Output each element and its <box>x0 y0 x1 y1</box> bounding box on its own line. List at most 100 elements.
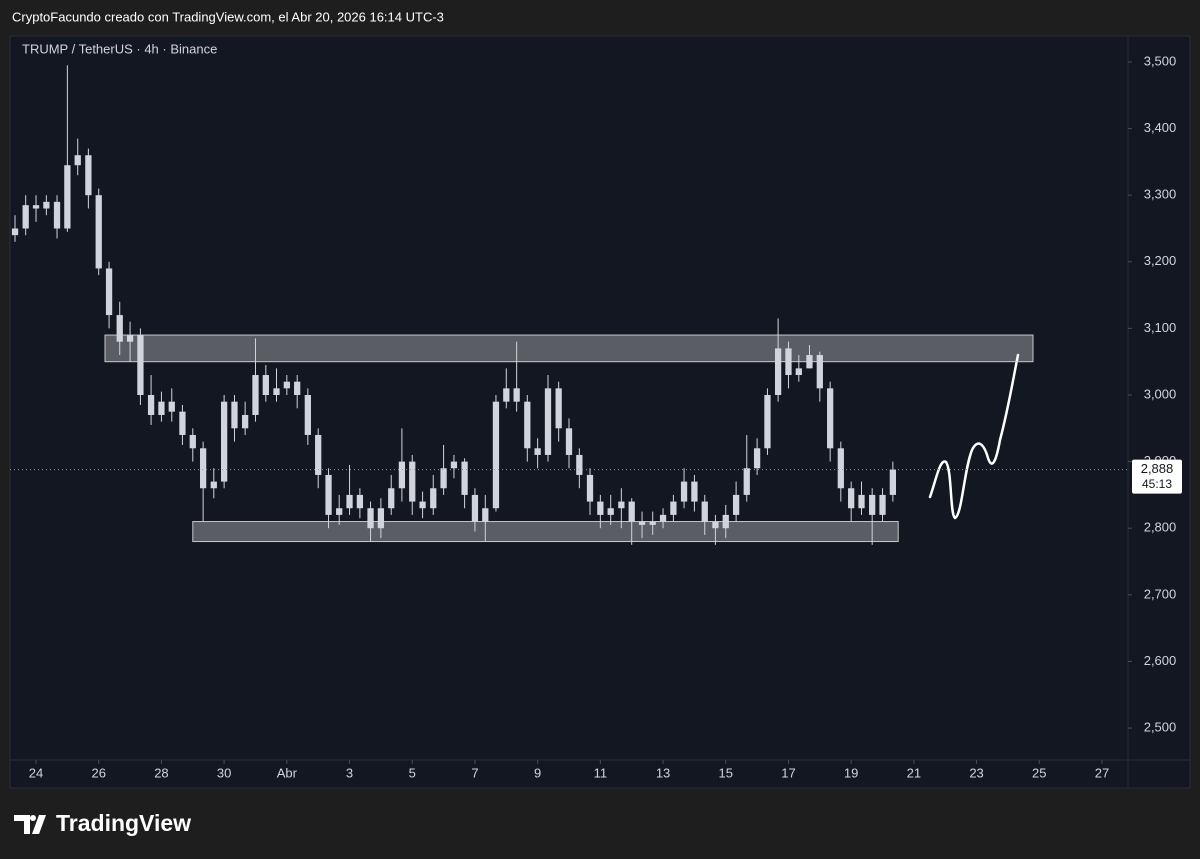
x-tick-label: 7 <box>471 765 478 780</box>
candle-body <box>95 195 102 269</box>
x-tick-label: 23 <box>969 765 983 780</box>
y-tick-label: 3,500 <box>1144 53 1177 68</box>
candle-body <box>168 401 175 412</box>
candle-body <box>74 155 81 166</box>
candle-body <box>242 414 249 429</box>
header-text: CryptoFacundo creado con TradingView.com… <box>12 9 444 24</box>
candle-body <box>607 508 614 515</box>
projection-drawing <box>928 353 1020 520</box>
x-tick-label: Abr <box>277 765 298 780</box>
zone <box>192 521 899 543</box>
x-tick-label: 13 <box>656 765 670 780</box>
candle-body <box>806 355 813 369</box>
candle-body <box>753 448 761 469</box>
candle-body <box>524 401 531 449</box>
candle-body <box>503 388 510 402</box>
candle-body <box>879 494 886 515</box>
candle-body <box>43 201 50 209</box>
candle-body <box>377 508 385 529</box>
candle-body <box>64 165 71 229</box>
candle-body <box>53 201 61 229</box>
logo-mark <box>14 815 46 834</box>
candle-body <box>32 205 40 209</box>
candle-body <box>440 468 447 489</box>
candle-body <box>158 401 165 415</box>
candle-body <box>544 388 552 455</box>
candle-body <box>11 228 19 236</box>
x-tick-label: 24 <box>29 765 43 780</box>
candle-body <box>837 448 844 489</box>
chart-panel <box>9 35 1191 789</box>
candle-body <box>680 481 688 502</box>
x-tick-label: 28 <box>154 765 168 780</box>
x-tick-label: 30 <box>217 765 231 780</box>
y-tick-label: 3,400 <box>1144 120 1177 135</box>
candle-body <box>816 355 823 389</box>
logo-dot <box>30 815 36 821</box>
candle-body <box>764 395 771 449</box>
chart-title: TRUMP / TetherUS · 4h · Binance <box>22 41 217 56</box>
candle-body <box>346 494 353 509</box>
candle-body <box>325 474 332 515</box>
candle-body <box>126 335 134 342</box>
logo-text: TradingView <box>56 810 191 836</box>
candle-body <box>450 461 458 469</box>
x-tick-label: 9 <box>534 765 541 780</box>
y-tick-label: 3,000 <box>1144 386 1177 401</box>
candle-body <box>597 501 604 515</box>
candle-body <box>304 395 311 435</box>
x-tick-label: 19 <box>844 765 858 780</box>
candle-body <box>388 488 395 509</box>
candle-body <box>336 508 343 515</box>
candle-body <box>869 494 876 515</box>
y-tick-label: 2,700 <box>1144 586 1177 601</box>
candle-body <box>199 448 207 489</box>
candle-body <box>356 494 364 509</box>
x-tick-label: 5 <box>409 765 416 780</box>
candle-body <box>827 388 834 449</box>
candle-body <box>576 454 583 475</box>
candle-body <box>586 474 594 502</box>
candle-body <box>220 401 228 482</box>
candle-body <box>785 348 792 376</box>
candle-body <box>419 501 426 509</box>
candle-body <box>628 501 635 522</box>
tradingview-logo: TradingView <box>14 810 191 836</box>
candle-body <box>147 395 155 415</box>
candle-body <box>638 521 646 525</box>
last-price-label: 2,888 <box>1141 461 1174 476</box>
candle-body <box>179 411 186 435</box>
y-tick-label: 3,200 <box>1144 253 1177 268</box>
candle-body <box>210 481 217 489</box>
candle-body <box>22 205 29 229</box>
x-tick-label: 3 <box>346 765 353 780</box>
y-tick-label: 2,500 <box>1144 719 1177 734</box>
candle-body <box>137 335 144 396</box>
candle-body <box>670 501 677 515</box>
candle-body <box>231 401 238 429</box>
candle-body <box>701 501 708 522</box>
candle-body <box>565 428 573 455</box>
candle-body <box>85 155 92 196</box>
candle-body <box>732 494 740 515</box>
candle-body <box>294 381 301 396</box>
countdown-label: 45:13 <box>1142 477 1172 491</box>
y-tick-label: 3,100 <box>1144 320 1177 335</box>
candle-body <box>430 488 437 509</box>
candle-body <box>315 434 322 475</box>
x-tick-label: 17 <box>781 765 795 780</box>
candle-body <box>482 508 489 522</box>
candle-body <box>795 368 802 376</box>
candle-body <box>367 508 374 529</box>
candle-body <box>743 468 750 495</box>
candle-body <box>252 375 259 415</box>
candle-body <box>712 521 719 529</box>
candle-body <box>262 375 269 396</box>
x-tick-label: 11 <box>594 765 608 780</box>
candle-body <box>409 461 416 502</box>
candle-body <box>534 448 541 455</box>
candle-body <box>116 315 123 342</box>
x-tick-label: 25 <box>1032 765 1046 780</box>
x-tick-label: 15 <box>719 765 733 780</box>
